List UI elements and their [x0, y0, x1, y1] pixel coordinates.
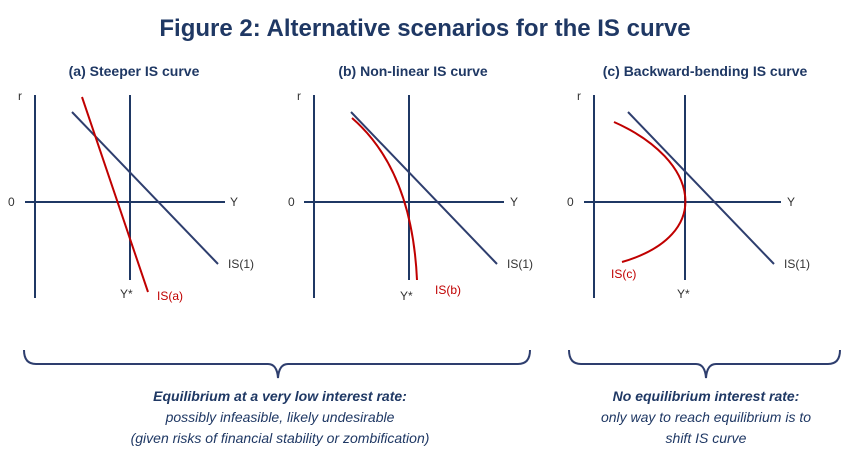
- panel-c-is1-line: [627, 111, 775, 265]
- left-caption-line2: (given risks of financial stability or z…: [131, 430, 430, 446]
- panel-c-isc-label: IS(c): [611, 267, 636, 281]
- panel-a-y-label: Y: [230, 195, 238, 209]
- panel-c-origin-label: 0: [567, 195, 574, 209]
- panel-c-isc-curve: [613, 121, 687, 263]
- panel-a-is1-label: IS(1): [228, 257, 254, 271]
- panel-b-origin-label: 0: [288, 195, 295, 209]
- panel-a-origin-label: 0: [8, 195, 15, 209]
- panel-c-subtitle: (c) Backward-bending IS curve: [603, 63, 808, 79]
- panel-a-r-label: r: [18, 89, 22, 103]
- right-caption-heading: No equilibrium interest rate:: [613, 388, 800, 404]
- right-brace: [568, 349, 841, 379]
- left-caption-heading: Equilibrium at a very low interest rate:: [153, 388, 407, 404]
- panel-b-r-label: r: [297, 89, 301, 103]
- panel-b-ystar-label: Y*: [400, 289, 413, 303]
- figure-title: Figure 2: Alternative scenarios for the …: [159, 15, 690, 42]
- left-brace: [23, 349, 531, 379]
- panel-b-subtitle: (b) Non-linear IS curve: [338, 63, 488, 79]
- panel-b-y-label: Y: [510, 195, 518, 209]
- panel-b-is1-label: IS(1): [507, 257, 533, 271]
- panel-c-ystar-label: Y*: [677, 287, 690, 301]
- panel-b-isb-curve: [351, 117, 418, 281]
- panel-a-subtitle: (a) Steeper IS curve: [69, 63, 200, 79]
- panel-b-is1-line: [350, 111, 498, 265]
- panel-b: (b) Non-linear IS curve r 0 Y Y* IS(1) I…: [288, 63, 533, 303]
- panel-a: (a) Steeper IS curve r 0 Y Y* IS(1) IS(a…: [8, 63, 254, 303]
- panel-c-y-label: Y: [787, 195, 795, 209]
- panel-a-isa-curve: [81, 96, 149, 293]
- panel-c: (c) Backward-bending IS curve r 0 Y Y* I…: [567, 63, 810, 301]
- right-caption-line2: shift IS curve: [666, 430, 747, 446]
- panel-a-isa-label: IS(a): [157, 289, 183, 303]
- right-caption-line1: only way to reach equilibrium is to: [601, 409, 811, 425]
- left-caption-line1: possibly infeasible, likely undesirable: [165, 409, 395, 425]
- panel-b-isb-label: IS(b): [435, 283, 461, 297]
- panel-c-is1-label: IS(1): [784, 257, 810, 271]
- panel-a-ystar-label: Y*: [120, 287, 133, 301]
- panel-c-r-label: r: [577, 89, 581, 103]
